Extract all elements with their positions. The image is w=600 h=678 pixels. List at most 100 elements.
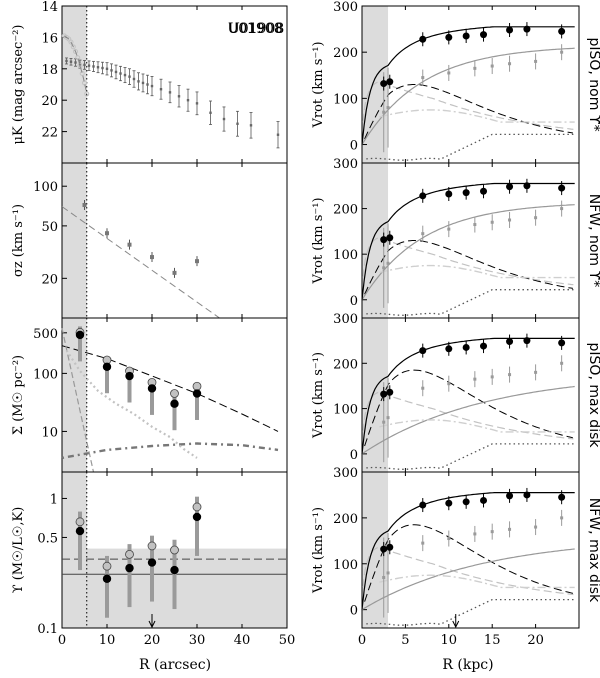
vrot-black-point	[480, 187, 488, 195]
panel-Sigma: 10 100 500 Σ (M☉ pc⁻²)	[11, 317, 288, 473]
Sigma-black-point	[125, 371, 134, 381]
vrot-black-point	[445, 190, 453, 198]
right-xlabel: R (kpc)	[442, 657, 493, 673]
vrot-gray-point	[560, 50, 564, 54]
mu-point	[96, 66, 100, 69]
halo-curve	[361, 385, 575, 455]
bulge-curve	[362, 546, 574, 596]
vrot-gray-point	[560, 516, 564, 520]
bulge-curve	[64, 35, 88, 95]
mu-point	[222, 117, 226, 121]
vrot-black-point	[445, 33, 453, 41]
y-tick-label: 300	[333, 312, 358, 327]
mu-point	[236, 122, 239, 125]
vrot-gray-point	[473, 377, 477, 381]
y-tick-label: 200	[333, 512, 358, 527]
vrot-gray-point	[534, 216, 538, 220]
disk-curve	[364, 84, 573, 140]
stellar-curve	[379, 264, 575, 279]
marker-arrowhead	[452, 620, 460, 629]
stellar-curve	[379, 574, 575, 589]
panel-frame	[361, 471, 580, 629]
vrot-black-point	[386, 234, 394, 242]
y-tick-label: 0	[350, 604, 358, 619]
vrot-gray-point	[534, 525, 538, 529]
upsilon-gray-point	[102, 561, 112, 571]
y-tick-label: 20	[41, 94, 58, 109]
x-tick-label: 5	[401, 633, 409, 648]
mu-point	[195, 102, 199, 105]
panel-frame	[61, 162, 288, 319]
vrot-black-point	[506, 338, 514, 346]
vrot-black-point	[506, 183, 514, 191]
vrot-gray-point	[447, 227, 451, 231]
y-tick-label: 0	[350, 294, 358, 309]
x-tick-label: 20	[144, 633, 161, 648]
vrot-gray-point	[386, 106, 390, 110]
sigma-fit	[61, 206, 220, 319]
Sigma-errorbar	[195, 385, 199, 420]
vrot-black-point	[386, 543, 394, 551]
vrot-black-point	[380, 80, 388, 88]
Sigma-errorbar	[127, 367, 132, 403]
upsilon-gray-point	[125, 549, 134, 559]
bulge-point	[75, 55, 81, 61]
disk-curve	[364, 369, 574, 447]
vrot-gray-point	[560, 361, 564, 365]
x-tick-label: 20	[527, 633, 544, 648]
upsilon-black-point	[75, 526, 85, 536]
y-tick-label: 100	[33, 180, 58, 195]
gas-curve	[61, 442, 279, 460]
Sigma-errorbar	[78, 326, 82, 362]
inner-shade	[62, 318, 87, 472]
upsilon-black-point	[125, 563, 134, 573]
x-tick-label: 40	[234, 633, 251, 648]
vrot-gray-point	[386, 571, 390, 575]
bulge-point	[66, 36, 72, 42]
upsilon-errorbar	[195, 496, 199, 556]
mu-point	[249, 124, 253, 127]
y-tick-label: 100	[33, 367, 58, 382]
y-tick-label: 200	[333, 357, 358, 372]
vrot-gray-point	[447, 71, 451, 75]
y-tick-label: 0.1	[37, 622, 58, 637]
disk-curve	[61, 345, 279, 432]
vrot-gray-point	[382, 266, 386, 270]
bulge-curve	[362, 391, 574, 440]
x-tick-label: 15	[484, 633, 501, 648]
y-tick-label: 100	[333, 558, 358, 573]
vrot-gray-point	[421, 541, 425, 545]
panel-label: NFW, nom ϒ*	[586, 194, 600, 288]
mu-point	[186, 99, 190, 102]
panel-Upsilon: 0.1 0.5 1 ϒ (M☉/L☉,K) 0 10 20 30 40 50	[11, 471, 295, 648]
bulge-point	[79, 71, 85, 77]
Sigma-black-point	[170, 399, 179, 408]
Sigma-errorbar	[150, 379, 154, 415]
panel-NFW-nom: 0 100 200 300 Vrot (km s⁻¹) NFW, nom ϒ*	[311, 157, 600, 319]
vrot-gray-point	[473, 532, 477, 536]
sigma-point	[150, 255, 154, 260]
x-tick-label: 10	[99, 633, 116, 648]
vrot-gray-point	[447, 382, 451, 386]
Sigma-black-point	[192, 389, 202, 398]
vrot-black-point	[523, 182, 531, 190]
mu-point	[114, 70, 118, 74]
vrot-black-point	[523, 337, 531, 345]
vrot-black-point	[558, 184, 566, 192]
Sigma-errorbar	[105, 358, 109, 394]
y-tick-label: 0	[350, 448, 358, 463]
vrot-black-point	[445, 345, 453, 353]
mu-point	[69, 60, 73, 63]
vrot-gray-point	[421, 76, 425, 80]
vrot-black-point	[480, 31, 488, 39]
panel-label: pISO, max disk	[586, 343, 600, 449]
total-curve	[361, 337, 575, 454]
sigma-point	[82, 203, 87, 208]
total-curve	[361, 492, 575, 610]
vrot-black-point	[419, 192, 427, 200]
mu-point	[74, 61, 77, 64]
x-tick-label: 0	[58, 633, 66, 648]
vrot-black-point	[462, 498, 470, 506]
